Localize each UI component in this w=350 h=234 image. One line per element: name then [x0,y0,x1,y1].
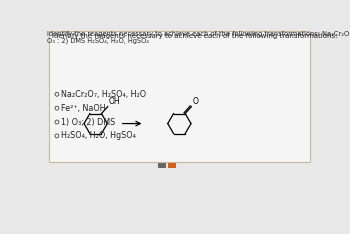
Text: 1) O₃; 2) DMS: 1) O₃; 2) DMS [61,117,115,127]
Text: O: O [192,97,198,106]
FancyBboxPatch shape [49,31,310,162]
Text: Identify the reagents necessary to achieve each of the following transformations: Identify the reagents necessary to achie… [47,30,350,37]
Text: H₂SO₄, H₂O, HgSO₄: H₂SO₄, H₂O, HgSO₄ [61,131,136,140]
Text: OH: OH [108,97,120,106]
Text: Identify the reagents necessary to achieve each of the following transformations: Identify the reagents necessary to achie… [51,33,337,40]
Text: O₃ : 2) DMS H₂SO₄, H₂O, HgSO₄: O₃ : 2) DMS H₂SO₄, H₂O, HgSO₄ [47,37,149,44]
Text: Na₂Cr₂O₇, H₂SO₄, H₂O: Na₂Cr₂O₇, H₂SO₄, H₂O [61,90,146,99]
Text: Fe²⁺, NaOH: Fe²⁺, NaOH [61,104,105,113]
FancyBboxPatch shape [159,163,166,168]
FancyBboxPatch shape [168,163,175,168]
